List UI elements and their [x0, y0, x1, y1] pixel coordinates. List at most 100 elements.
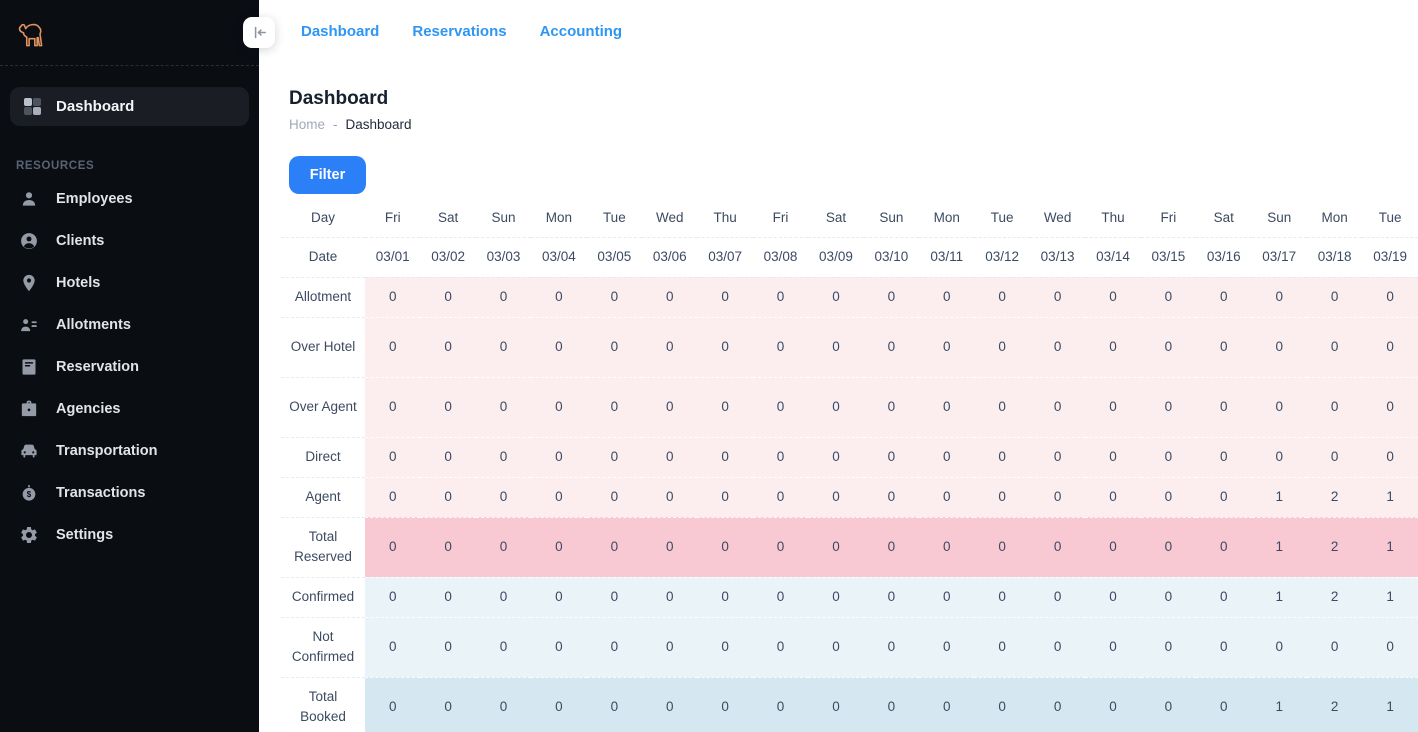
table-cell: 0: [919, 277, 975, 318]
table-cell: 0: [1140, 377, 1197, 438]
table-cell: 0: [919, 577, 975, 618]
day-header-cell: Sat: [420, 199, 476, 238]
table-cell: 0: [1251, 617, 1307, 678]
table-cell: 1: [1251, 577, 1307, 618]
table-cell: 1: [1251, 477, 1307, 518]
table-cell: 0: [365, 677, 421, 732]
table-cell: 0: [1196, 437, 1252, 478]
table-cell: 0: [1029, 617, 1086, 678]
header-row-label: Date: [281, 237, 365, 278]
camel-logo-icon: [18, 23, 43, 47]
row-label: Not Confirmed: [281, 617, 365, 678]
table-cell: 0: [531, 517, 587, 578]
table-cell: 0: [752, 377, 809, 438]
sidebar-item-clients[interactable]: Clients: [0, 220, 259, 262]
day-header-cell: Wed: [642, 199, 698, 238]
table-cell: 0: [475, 277, 532, 318]
date-header-cell: 03/16: [1196, 237, 1252, 278]
table-cell: 0: [475, 317, 532, 378]
table-cell: 0: [1085, 277, 1141, 318]
table-cell: 0: [974, 577, 1030, 618]
table-cell: 0: [808, 517, 864, 578]
table-cell: 0: [475, 577, 532, 618]
table-cell: 0: [919, 677, 975, 732]
table-cell: 0: [1306, 437, 1363, 478]
table-row: Agent 0 0 0 0 0 0 0 0 0 0 0 0 0 0 0 0 1 2 1: [281, 477, 1418, 518]
table-cell: 0: [1306, 317, 1363, 378]
user-icon: [22, 192, 36, 206]
filter-button[interactable]: Filter: [289, 156, 366, 194]
sidebar-item-dashboard[interactable]: Dashboard: [10, 87, 249, 126]
day-header-cell: Sat: [1196, 199, 1252, 238]
table-cell: 0: [475, 477, 532, 518]
table-cell: 0: [1196, 277, 1252, 318]
sidebar-item-label: Transportation: [56, 443, 158, 459]
table-cell: 1: [1362, 577, 1418, 618]
day-header-cell: Sun: [863, 199, 920, 238]
table-cell: 0: [863, 437, 920, 478]
day-header-cell: Fri: [1140, 199, 1197, 238]
date-header-cell: 03/07: [697, 237, 753, 278]
day-header-cell: Wed: [1029, 199, 1086, 238]
table-cell: 0: [1085, 477, 1141, 518]
table-cell: 0: [642, 437, 698, 478]
table-cell: 0: [1085, 617, 1141, 678]
sidebar-dashboard-label: Dashboard: [56, 98, 135, 115]
table-cell: 0: [919, 317, 975, 378]
topnav-link-accounting[interactable]: Accounting: [539, 22, 623, 40]
day-header-cell: Mon: [1306, 199, 1363, 238]
table-cell: 0: [420, 277, 476, 318]
table-cell: 0: [365, 317, 421, 378]
arrow-to-left-icon: [254, 26, 266, 39]
table-row: Over Hotel 0 0 0 0 0 0 0 0 0 0 0 0 0 0 0 0 0 0 0: [281, 317, 1418, 378]
sidebar-item-hotels[interactable]: Hotels: [0, 262, 259, 304]
table-cell: 0: [808, 617, 864, 678]
sidebar-item-settings[interactable]: Settings: [0, 514, 259, 556]
table-cell: 0: [1140, 477, 1197, 518]
table-cell: 0: [1085, 677, 1141, 732]
table-cell: 0: [420, 577, 476, 618]
date-header-cell: 03/04: [531, 237, 587, 278]
table-cell: 0: [752, 677, 809, 732]
table-cell: 0: [974, 477, 1030, 518]
sidebar-item-transactions[interactable]: $ Transactions: [0, 472, 259, 514]
table-cell: 0: [697, 517, 753, 578]
sidebar-item-agencies[interactable]: Agencies: [0, 388, 259, 430]
table-cell: 0: [642, 677, 698, 732]
table-cell: 0: [1306, 617, 1363, 678]
breadcrumb-home-link[interactable]: Home: [289, 117, 326, 132]
table-cell: 0: [808, 437, 864, 478]
gear-icon: [21, 527, 37, 543]
table-cell: 0: [697, 617, 753, 678]
date-header-cell: 03/09: [808, 237, 864, 278]
table-cell: 0: [1140, 617, 1197, 678]
table-cell: 1: [1362, 677, 1418, 732]
sidebar-section-label: RESOURCES: [16, 160, 95, 172]
table-cell: 0: [697, 677, 753, 732]
sidebar-item-reservation[interactable]: Reservation: [0, 346, 259, 388]
table-cell: 0: [420, 517, 476, 578]
table-cell: 1: [1362, 477, 1418, 518]
table-cell: 0: [642, 517, 698, 578]
table-cell: 0: [974, 277, 1030, 318]
topnav-link-dashboard[interactable]: Dashboard: [301, 22, 380, 40]
topnav-link-reservations[interactable]: Reservations: [412, 22, 507, 40]
sidebar-collapse-button[interactable]: [243, 17, 275, 48]
sidebar-item-transportation[interactable]: Transportation: [0, 430, 259, 472]
table-cell: 0: [1029, 437, 1086, 478]
table-cell: 0: [697, 277, 753, 318]
table-cell: 0: [420, 317, 476, 378]
availability-table-wrap: Day Fri Sat Sun Mon Tue Wed Thu Fri Sat Sun Mon Tue W…: [281, 199, 1418, 732]
table-cell: 0: [365, 577, 421, 618]
breadcrumb: Home - Dashboard: [289, 117, 1418, 132]
sidebar-item-allotments[interactable]: Allotments: [0, 304, 259, 346]
table-cell: 0: [1251, 317, 1307, 378]
table-cell: 2: [1306, 517, 1363, 578]
table-cell: 0: [863, 377, 920, 438]
sidebar-item-label: Employees: [56, 191, 133, 207]
book-icon: [22, 359, 36, 375]
sidebar-item-employees[interactable]: Employees: [0, 178, 259, 220]
table-cell: 0: [697, 577, 753, 618]
table-cell: 0: [365, 517, 421, 578]
table-cell: 0: [1362, 437, 1418, 478]
